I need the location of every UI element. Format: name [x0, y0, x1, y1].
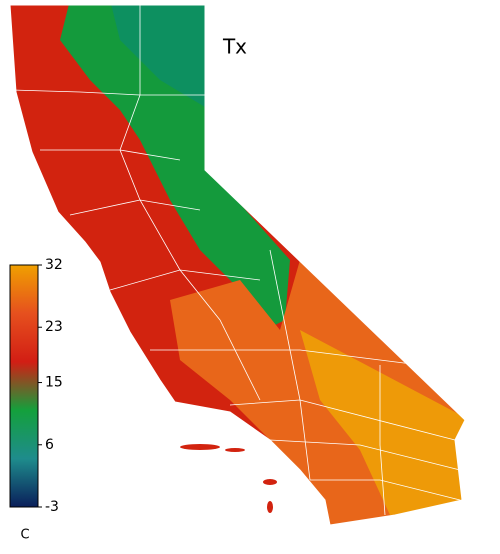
county-lines [11, 5, 461, 516]
hot-region [300, 330, 465, 515]
colorbar-tick-label: 32 [45, 257, 63, 273]
colorbar-tick-label: 23 [45, 319, 63, 335]
colorbar-tick-label: -3 [45, 499, 59, 515]
cool-region [60, 5, 290, 330]
colorbar-unit: C [20, 528, 29, 543]
colorbar-tick-label: 6 [45, 437, 54, 453]
islands [180, 444, 277, 513]
state-outline [9, 4, 466, 526]
cold-region [110, 5, 210, 110]
map-title: Tx [222, 35, 247, 59]
colorbar-tick-label: 15 [45, 375, 63, 391]
colorbar-scale [9, 264, 39, 508]
colorbar: -3 6 15 23 32 [9, 257, 63, 515]
